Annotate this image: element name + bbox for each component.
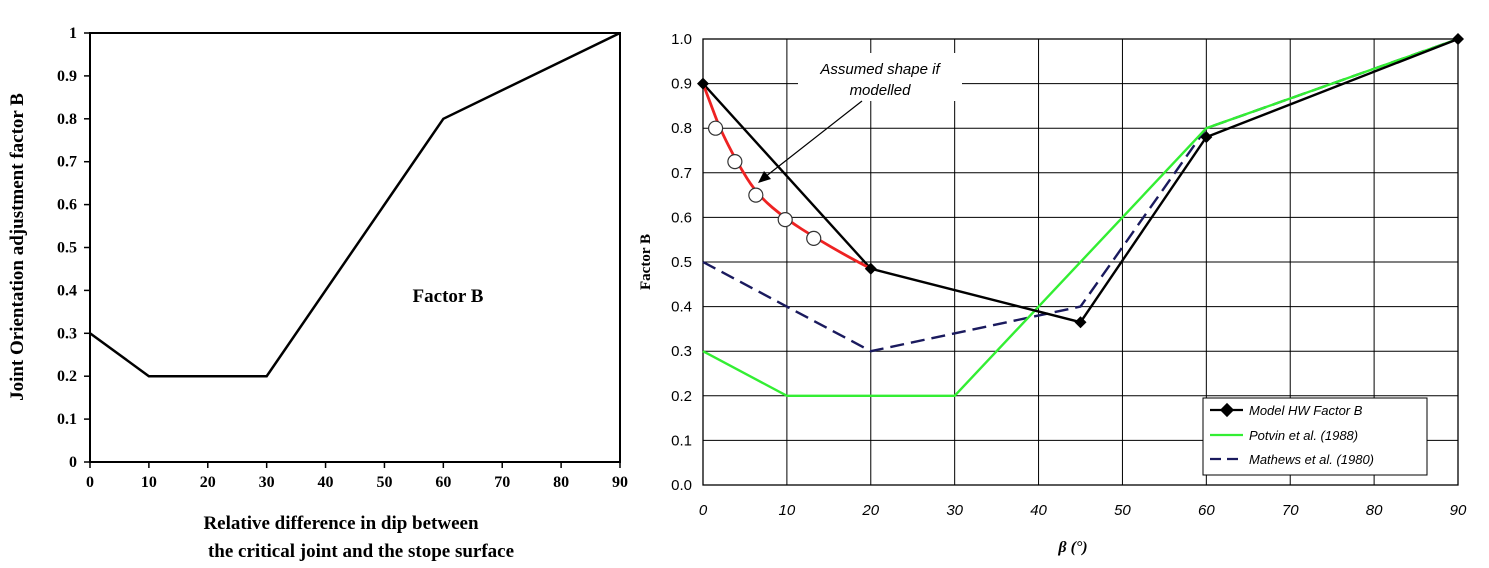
left-x-tick-label: 50: [376, 474, 392, 491]
right-y-tick-labels: 0.0 0.1 0.2 0.3 0.4 0.5 0.6 0.7 0.8 0.9 1.0: [671, 31, 692, 494]
left-x-tick-label: 30: [259, 474, 275, 491]
right-x-tick-label: 30: [946, 502, 963, 519]
series-line-mathews-1980: [702, 37, 1459, 353]
right-y-tick-label: 0.4: [671, 299, 692, 316]
right-x-tick-label: 20: [861, 502, 879, 519]
right-y-tick-label: 0.3: [671, 343, 692, 360]
left-y-tick-labels: 0 0.1 0.2 0.3 0.4 0.5 0.6 0.7 0.8 0.9 1: [57, 25, 77, 471]
right-y-tick-label: 0.8: [671, 120, 692, 137]
right-x-tick-label: 80: [1366, 502, 1383, 519]
left-y-tick-label: 0.2: [57, 368, 77, 385]
left-y-tick-label: 0.5: [57, 240, 77, 257]
model-hw-diamond-marker: [697, 77, 709, 90]
assumed-shape-marker: [727, 154, 743, 170]
right-x-tick-label: 70: [1282, 502, 1299, 519]
legend-label-mathews: Mathews et al. (1980): [1249, 452, 1374, 467]
model-hw-diamond-marker: [1200, 131, 1213, 144]
left-y-tick-label: 0.7: [57, 154, 77, 171]
left-x-axis-label-line-1: Relative difference in dip between: [203, 513, 479, 534]
left-y-axis-label: Joint Orientation adjustment factor B: [7, 93, 28, 401]
left-x-tick-label: 10: [141, 474, 157, 491]
legend-label-model-hw: Model HW Factor B: [1249, 403, 1363, 418]
right-series: [697, 33, 1464, 397]
right-x-tick-label: 0: [699, 502, 708, 519]
left-x-tick-label: 20: [200, 474, 216, 491]
right-y-tick-label: 0.9: [671, 76, 692, 93]
right-x-tick-labels: 0 10 20 30 40 50 60 70 80 90: [699, 502, 1467, 519]
right-y-tick-label: 0.1: [671, 432, 692, 449]
left-y-tick-label: 1: [69, 25, 77, 42]
model-hw-diamond-marker: [864, 262, 877, 275]
series-line-potvin-1988: [702, 37, 1459, 397]
assumed-shape-annotation-box: [798, 53, 962, 101]
model-hw-diamond-marker: [1074, 316, 1087, 329]
right-y-tick-label: 0.6: [671, 209, 692, 226]
left-y-tick-label: 0.4: [57, 282, 77, 299]
left-y-tick-label: 0: [69, 454, 77, 471]
left-y-tick-label: 0.6: [57, 197, 77, 214]
left-series: [89, 31, 621, 378]
right-y-tick-label: 0.5: [671, 254, 692, 271]
assumed-shape-marker: [707, 120, 724, 136]
left-y-tick-label: 0.3: [57, 325, 77, 342]
legend: Model HW Factor B Potvin et al. (1988) M…: [1202, 397, 1428, 476]
left-x-tick-label: 90: [612, 474, 628, 491]
right-x-axis-label: β (°): [1057, 539, 1087, 556]
right-y-tick-label: 1.0: [671, 31, 692, 48]
left-x-tick-labels: 0 10 20 30 40 50 60 70 80 90: [86, 474, 628, 491]
right-x-tick-label: 60: [1198, 502, 1215, 519]
assumed-shape-marker: [777, 212, 793, 228]
assumed-shape-marker: [806, 230, 822, 246]
left-factor-b-line: [89, 31, 621, 378]
right-y-axis-label: Factor B: [638, 234, 654, 290]
assumed-shape-annotation-line-1: Assumed shape if: [819, 61, 941, 78]
right-x-tick-label: 50: [1114, 502, 1131, 519]
legend-label-potvin: Potvin et al. (1988): [1249, 428, 1358, 443]
left-factor-b-annotation: Factor B: [413, 286, 484, 307]
assumed-shape-annotation-line-2: modelled: [850, 82, 912, 99]
legend-entry-model-hw: Model HW Factor B: [1210, 402, 1363, 418]
left-y-tick-label: 0.8: [57, 111, 77, 128]
left-y-tick-label: 0.9: [57, 68, 77, 85]
left-x-tick-label: 0: [86, 474, 94, 491]
right-chart: 0 10 20 30 40 50 60 70 80 90 0.00.10.20.30.40.50.…: [638, 31, 1467, 556]
assumed-shape-marker: [748, 187, 764, 203]
left-x-tick-label: 40: [318, 474, 334, 491]
right-x-tick-label: 90: [1450, 502, 1467, 519]
left-x-tick-label: 70: [494, 474, 510, 491]
left-chart: 0 10 20 30 40 50 60 70 80 90 00.10.20.30.40.50.60…: [7, 25, 628, 562]
annotation-arrow-line: [764, 100, 863, 178]
legend-entry-mathews: Mathews et al. (1980): [1210, 452, 1374, 467]
legend-marker-model-hw: [1219, 402, 1235, 418]
model-hw-diamond-marker: [1452, 33, 1464, 45]
left-y-tick-label: 0.1: [57, 411, 77, 428]
right-y-tick-label: 0.7: [671, 165, 692, 182]
left-x-tick-label: 60: [435, 474, 451, 491]
right-x-tick-label: 10: [779, 502, 796, 519]
right-y-tick-label: 0.2: [671, 388, 692, 405]
left-tick-marks: [84, 32, 621, 468]
left-x-tick-label: 80: [553, 474, 569, 491]
left-x-axis-label-line-2: the critical joint and the stope surface: [208, 541, 514, 562]
annotation-arrow-head: [758, 171, 771, 183]
right-y-tick-label: 0.0: [671, 477, 692, 494]
legend-entry-potvin: Potvin et al. (1988): [1210, 428, 1358, 443]
right-x-tick-label: 40: [1030, 502, 1047, 519]
assumed-shape-curve: [701, 82, 873, 271]
